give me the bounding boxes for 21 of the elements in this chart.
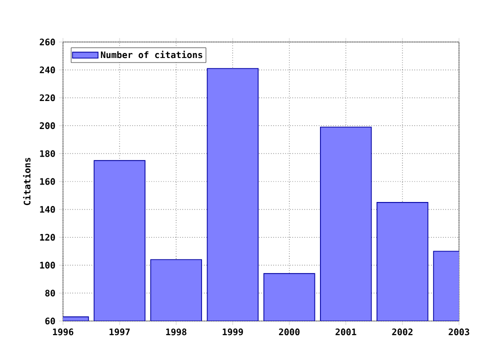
x-tick-label: 2001 bbox=[336, 328, 356, 336]
legend-label: Number of citations bbox=[100, 50, 202, 58]
y-tick-label: 80 bbox=[45, 290, 55, 296]
y-tick-label: 160 bbox=[40, 178, 55, 185]
y-tick-label: 180 bbox=[40, 150, 55, 157]
y-tick-label: 200 bbox=[40, 122, 55, 130]
x-tick-label: 1997 bbox=[110, 328, 130, 336]
y-tick-label: 220 bbox=[40, 94, 55, 102]
y-tick-label: 140 bbox=[40, 206, 55, 213]
y-tick-label: 120 bbox=[40, 234, 55, 241]
y-axis-title: Citations bbox=[23, 158, 30, 206]
x-tick-label: 1996 bbox=[53, 328, 74, 336]
x-tick-label: 2000 bbox=[278, 328, 300, 336]
y-tick-label: 240 bbox=[40, 66, 55, 74]
y-tick-label: 260 bbox=[40, 38, 55, 46]
y-tick-label: 100 bbox=[40, 262, 55, 269]
x-tick-label: 2002 bbox=[392, 328, 412, 336]
x-tick-label: 1998 bbox=[166, 328, 186, 336]
x-tick-label: 2003 bbox=[448, 328, 470, 336]
x-tick-label: 1999 bbox=[222, 328, 243, 336]
y-tick-label: 60 bbox=[45, 318, 55, 324]
